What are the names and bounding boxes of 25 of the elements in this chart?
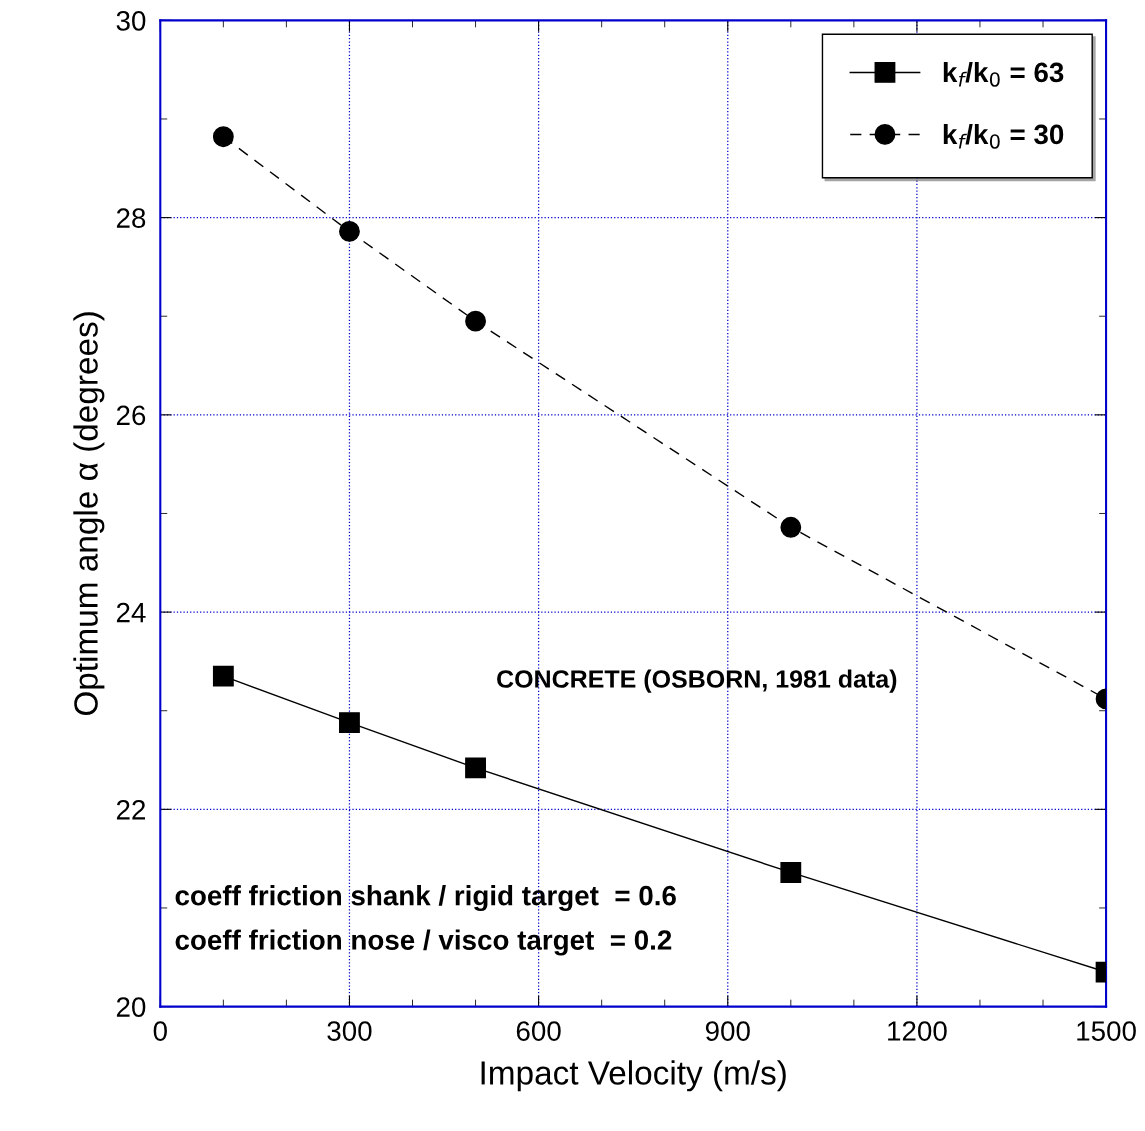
y-tick-label: 24 [116,602,146,623]
y-axis-title: Optimum angle α (degrees) [73,312,105,716]
x-tick-label: 0 [153,1021,167,1041]
annotation: coeff friction nose / visco target = 0.2 [175,929,672,956]
point [465,310,486,332]
x-tick-label: 600 [516,1021,561,1041]
point [212,665,234,687]
y-tick-label: 30 [116,11,146,31]
y-tick-label: 20 [116,997,146,1017]
y-tick-label: 28 [116,208,146,228]
x-tick-label: 900 [705,1021,750,1041]
legend-label: k$_{f}$/k$_{0}$ = 30 [943,123,1064,149]
x-tick-label: 1200 [888,1021,947,1041]
point [339,712,360,733]
annotation: coeff friction shank / rigid target = 0.6 [175,885,676,912]
point [212,126,234,148]
x-tick-label: 1500 [1077,1021,1136,1041]
legend-label: k$_{f}$/k$_{0}$ = 63 [943,61,1064,87]
x-axis-title: Impact Velocity (m/s) [481,1060,786,1092]
y-tick-label: 22 [116,800,146,820]
point [465,757,486,779]
y-tick-label: 26 [116,405,146,426]
annotation: CONCRETE (OSBORN, 1981 data) [497,669,897,693]
point [339,220,360,242]
x-tick-label: 300 [327,1021,372,1041]
